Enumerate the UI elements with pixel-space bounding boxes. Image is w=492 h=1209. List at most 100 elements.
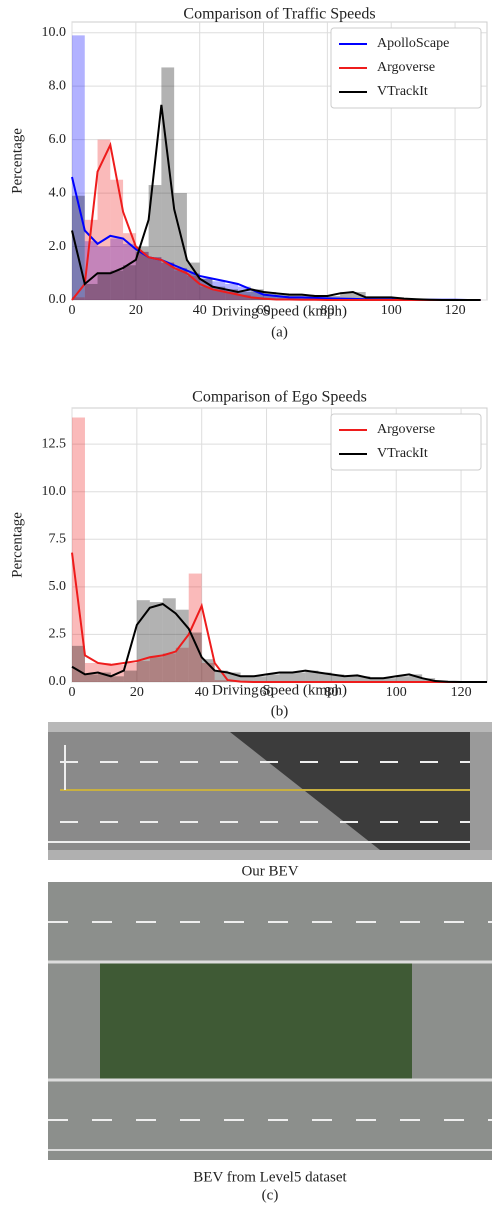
y-tick-label: 7.5 xyxy=(49,532,67,547)
legend-box xyxy=(330,413,482,471)
line xyxy=(71,552,487,683)
histogram-bar xyxy=(72,195,85,300)
histogram-bar xyxy=(148,185,162,300)
histogram-bar xyxy=(186,273,200,300)
chart-title: Comparison of Ego Speeds xyxy=(192,389,367,406)
x-tick-label: 100 xyxy=(386,685,407,700)
histogram-bar xyxy=(149,657,163,682)
line xyxy=(71,602,487,683)
histogram-bar xyxy=(110,676,124,682)
legend-label: Argoverse xyxy=(377,422,435,437)
histogram-bar xyxy=(318,672,332,682)
histogram-bar xyxy=(175,609,189,682)
histogram-bar xyxy=(123,243,136,300)
histogram-bar xyxy=(161,262,175,300)
histogram-bar xyxy=(97,273,111,300)
legend-label: Argoverse xyxy=(377,60,435,75)
histogram-bar xyxy=(225,289,238,300)
legend-label: ApolloScape xyxy=(377,36,449,51)
histogram-bar xyxy=(266,674,280,682)
histogram-bar xyxy=(136,600,150,682)
histogram-bar xyxy=(84,283,98,300)
y-tick-label: 4.0 xyxy=(49,185,67,200)
x-tick-label: 20 xyxy=(130,685,144,700)
histogram-bar xyxy=(72,297,85,300)
y-tick-label: 6.0 xyxy=(49,132,67,147)
histogram-bar xyxy=(331,674,345,682)
caption: (c) xyxy=(262,1187,279,1203)
x-tick-label: 20 xyxy=(129,303,143,318)
histogram-bar xyxy=(162,598,176,682)
caption: (a) xyxy=(271,324,288,340)
y-axis-label: Percentage xyxy=(9,512,25,578)
bev-image-level5 xyxy=(48,882,492,1160)
histogram-bar xyxy=(240,676,254,682)
histogram-bar xyxy=(110,238,124,300)
legend-label: VTrackIt xyxy=(377,84,428,99)
histogram-bar xyxy=(276,295,290,300)
histogram-bar xyxy=(97,672,111,682)
histogram-bar xyxy=(253,676,267,682)
y-tick-label: 5.0 xyxy=(49,579,67,594)
y-tick-label: 10.0 xyxy=(42,484,67,499)
histogram-bar xyxy=(72,417,85,682)
histogram-bar xyxy=(110,270,124,300)
bev-image-ours xyxy=(48,722,492,860)
histogram-bar xyxy=(225,283,238,300)
histogram-bar xyxy=(212,289,226,300)
histogram-bar xyxy=(161,262,175,300)
x-tick-label: 80 xyxy=(320,303,334,318)
histogram-bar xyxy=(250,291,264,300)
histogram-bar xyxy=(97,662,111,682)
histogram-bar xyxy=(162,653,176,682)
histogram-bar xyxy=(227,672,241,682)
histogram-bar xyxy=(135,246,149,300)
x-tick-label: 40 xyxy=(193,303,207,318)
x-tick-label: 0 xyxy=(69,303,76,318)
histogram-bar xyxy=(352,291,366,300)
histogram-bar xyxy=(214,670,228,682)
legend-label: VTrackIt xyxy=(377,446,428,461)
histogram-bar xyxy=(238,294,251,300)
histogram-bar xyxy=(199,286,213,300)
histogram-bar xyxy=(136,661,150,682)
histogram-bar xyxy=(344,676,358,682)
histogram-bar xyxy=(148,257,162,300)
histogram-bar xyxy=(84,674,98,682)
histogram-bar xyxy=(174,267,187,300)
x-tick-label: 0 xyxy=(69,685,76,700)
histogram-bar xyxy=(97,139,111,300)
y-tick-label: 8.0 xyxy=(49,78,67,93)
histogram-bar xyxy=(123,670,137,682)
histogram-bar xyxy=(175,647,189,682)
histogram-bar xyxy=(123,662,137,682)
histogram-bar xyxy=(292,672,306,682)
histogram-bar xyxy=(214,680,228,682)
histogram-bar xyxy=(409,674,423,682)
histogram-bar xyxy=(301,297,315,300)
histogram-bar xyxy=(263,294,277,300)
x-tick-label: 100 xyxy=(381,303,402,318)
histogram-bar xyxy=(174,270,187,300)
histogram-bar xyxy=(279,672,293,682)
x-axis-label: Driving Speed (kmph) xyxy=(212,682,347,698)
histogram-bar xyxy=(225,291,238,300)
x-tick-label: 40 xyxy=(195,685,209,700)
histogram-bar xyxy=(188,632,202,682)
histogram-bar xyxy=(72,35,85,300)
histogram-bar xyxy=(250,289,264,300)
histogram-bar xyxy=(383,678,397,682)
y-tick-label: 2.5 xyxy=(49,627,67,642)
chart-title: Comparison of Traffic Speeds xyxy=(183,6,375,23)
y-tick-label: 0.0 xyxy=(49,292,67,307)
histogram-bar xyxy=(357,676,371,682)
histogram-bar xyxy=(188,573,202,682)
x-tick-label: 80 xyxy=(324,685,338,700)
legend-box xyxy=(330,27,482,109)
caption: (b) xyxy=(271,703,289,719)
histogram-bar xyxy=(148,257,162,300)
histogram-bar xyxy=(123,233,136,300)
y-axis-label: Percentage xyxy=(9,128,25,194)
image-caption: Our BEV xyxy=(241,863,298,879)
